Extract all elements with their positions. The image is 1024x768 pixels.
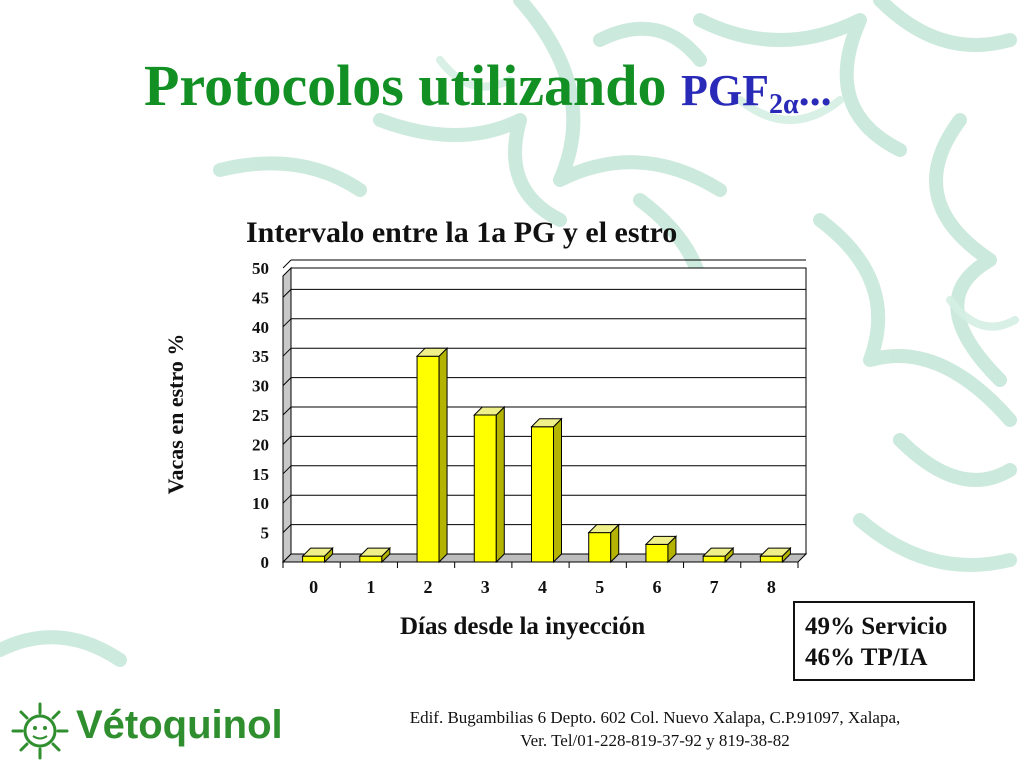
chart-title: Intervalo entre la 1a PG y el estro <box>246 216 678 249</box>
bar-side <box>495 405 505 564</box>
gridline-side <box>282 436 292 445</box>
gridline-side <box>282 465 292 475</box>
y-tick-label: 45 <box>252 288 269 307</box>
gridline-side <box>282 524 292 533</box>
bar <box>759 546 792 564</box>
brand-wordmark: Vétoquinol <box>76 703 283 747</box>
y-tick-label: 10 <box>252 494 269 513</box>
sun-face-icon <box>11 702 69 760</box>
bar-front <box>702 555 726 563</box>
y-tick-label: 25 <box>252 406 269 425</box>
bar-front <box>302 555 326 563</box>
gridline-side <box>282 318 292 328</box>
x-tick-label: 2 <box>424 577 433 597</box>
gridline-side <box>282 347 292 357</box>
y-tick-label: 30 <box>252 377 269 396</box>
x-tick-label: 7 <box>710 577 719 597</box>
stats-line-tpia: 46% TP/IA <box>805 644 928 671</box>
bar-top <box>415 347 449 357</box>
slide-title-pgf-text: PGF <box>681 66 770 115</box>
x-tick-label: 6 <box>652 577 661 597</box>
bar-top <box>587 524 620 534</box>
y-tick-label: 20 <box>252 435 269 454</box>
bar-top <box>301 547 334 557</box>
x-tick-label: 3 <box>481 577 490 597</box>
stats-line-servicio: 49% Servicio <box>805 613 948 640</box>
slide-title: Protocolos utilizando PGF2α... <box>144 52 832 121</box>
bar-front <box>359 555 383 563</box>
bar <box>301 546 334 564</box>
y-tick-label: 5 <box>261 524 270 543</box>
bar-front <box>645 543 669 563</box>
y-tick-label: 0 <box>261 553 270 572</box>
bar-front <box>759 555 783 563</box>
bar-front <box>473 414 497 563</box>
bar <box>358 546 392 564</box>
bar-side <box>553 417 562 564</box>
x-tick-label: 8 <box>767 577 776 597</box>
bar <box>473 405 506 564</box>
x-axis-label: Días desde la inyección <box>400 613 646 640</box>
bar-top <box>701 547 735 557</box>
chart-bars <box>301 346 792 564</box>
x-tick-label: 5 <box>595 577 604 597</box>
slide-title-pgf: PGF2α... <box>681 66 832 120</box>
y-tick-label: 50 <box>252 259 269 278</box>
bar-front <box>416 355 440 563</box>
bar-top <box>644 535 678 545</box>
brand-logo: Vétoquinol <box>10 701 290 761</box>
slide-title-main: Protocolos utilizando <box>144 53 667 118</box>
footer-line-1: Edif. Bugambilias 6 Depto. 602 Col. Nuev… <box>409 708 901 727</box>
x-tick-label: 0 <box>309 577 318 597</box>
bar <box>644 535 678 564</box>
stats-box: 49% Servicio 46% TP/IA <box>793 601 975 681</box>
y-tick-label: 40 <box>252 318 269 337</box>
bar-front <box>588 532 612 563</box>
gridline-side <box>282 289 292 298</box>
bar <box>530 417 563 564</box>
bar <box>415 346 449 564</box>
bar-front <box>531 426 554 563</box>
gridline-side <box>282 377 292 386</box>
gridline-side <box>282 259 292 269</box>
slide-title-subscript: 2α <box>769 89 799 120</box>
slide-title-ellipsis: ... <box>798 66 832 115</box>
bar-top <box>530 418 563 428</box>
bar-side <box>438 346 448 564</box>
x-tick-label: 1 <box>366 577 375 597</box>
gridline-side <box>282 494 292 504</box>
y-tick-label: 35 <box>252 347 269 366</box>
bar-top <box>473 406 506 416</box>
bar <box>701 546 735 564</box>
y-tick-label: 15 <box>252 465 269 484</box>
gridline-side <box>282 406 292 416</box>
footer-line-2: Ver. Tel/01-228-819-37-92 y 819-38-82 <box>520 731 790 750</box>
bar-top <box>759 547 792 557</box>
footer-address: Edif. Bugambilias 6 Depto. 602 Col. Nuev… <box>330 706 980 752</box>
bar-top <box>358 547 392 557</box>
chart-side-wall <box>282 266 292 564</box>
bar <box>587 523 620 564</box>
x-tick-label: 4 <box>538 577 547 597</box>
